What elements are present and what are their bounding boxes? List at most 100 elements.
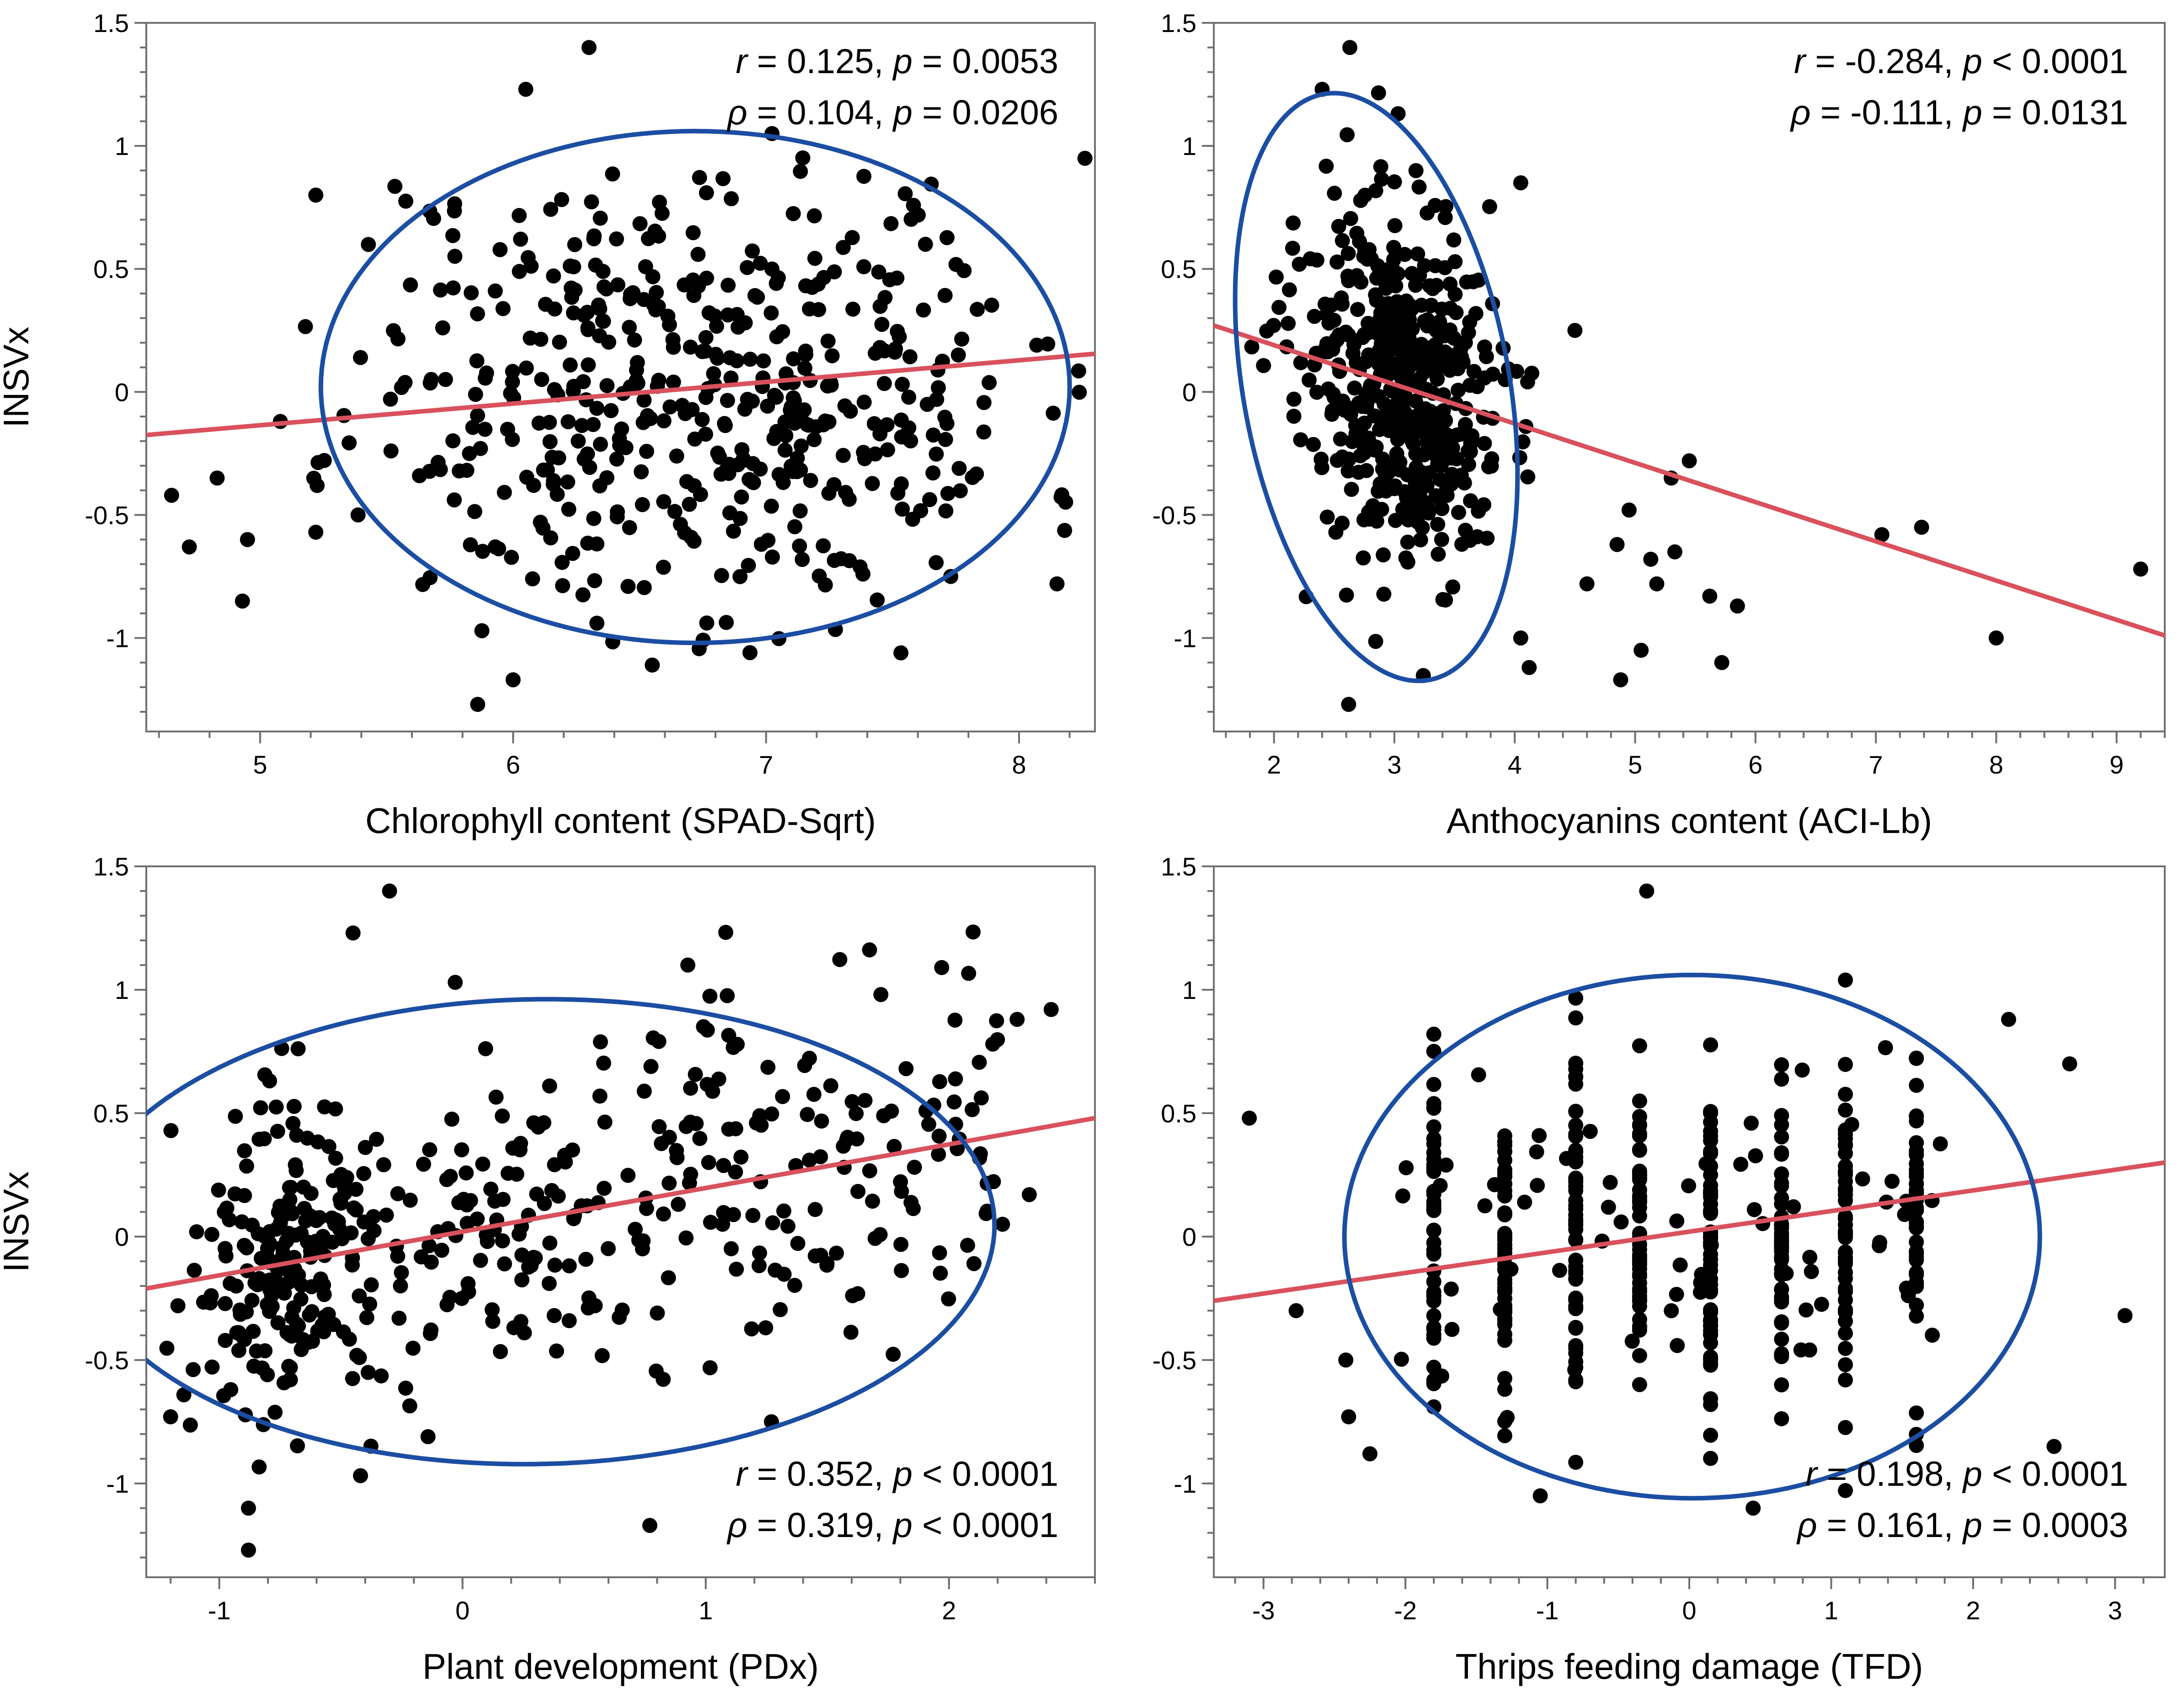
- data-point: [744, 394, 760, 409]
- data-point: [1703, 1263, 1719, 1278]
- data-point: [542, 415, 557, 430]
- data-point: [488, 1089, 504, 1105]
- data-point: [1414, 464, 1429, 480]
- x-tick-label: 5: [1628, 750, 1642, 779]
- data-point: [470, 697, 486, 712]
- data-point: [702, 1360, 718, 1376]
- data-point: [729, 1261, 744, 1277]
- data-point: [1670, 1338, 1685, 1353]
- data-point: [1422, 404, 1438, 419]
- data-point: [513, 231, 528, 247]
- data-point: [361, 237, 376, 252]
- data-point: [592, 301, 608, 316]
- data-point: [505, 432, 520, 447]
- data-point: [366, 1223, 382, 1238]
- data-point: [730, 320, 746, 335]
- data-point: [857, 1093, 873, 1108]
- data-point: [693, 487, 708, 502]
- data-point: [726, 523, 741, 539]
- data-point: [1837, 1087, 1853, 1102]
- data-point: [268, 1099, 284, 1115]
- data-point: [560, 474, 576, 490]
- data-point: [1471, 1067, 1486, 1083]
- data-point: [645, 657, 660, 673]
- data-point: [683, 1115, 698, 1130]
- data-point: [1463, 436, 1479, 451]
- data-point: [1343, 211, 1358, 226]
- data-point: [1369, 513, 1384, 529]
- data-point: [543, 530, 559, 546]
- data-point: [893, 1237, 909, 1252]
- data-point: [1320, 381, 1336, 397]
- data-point: [1746, 1202, 1762, 1217]
- data-point: [267, 1404, 283, 1420]
- data-point: [1909, 1297, 1924, 1313]
- data-point: [304, 1279, 320, 1294]
- data-point: [1568, 1154, 1584, 1170]
- data-point: [1416, 419, 1431, 435]
- data-point: [358, 1140, 373, 1155]
- data-point: [1484, 451, 1500, 467]
- data-point: [856, 259, 871, 274]
- data-point: [1398, 354, 1413, 369]
- data-point: [1568, 1010, 1584, 1026]
- data-point: [1837, 1230, 1853, 1245]
- data-point: [961, 966, 977, 981]
- data-point: [237, 1143, 252, 1158]
- data-point: [1347, 380, 1362, 396]
- data-point: [687, 431, 703, 447]
- data-point: [785, 206, 801, 221]
- data-point: [1046, 406, 1061, 421]
- data-point: [1477, 1198, 1493, 1214]
- data-point: [614, 421, 630, 437]
- data-point: [718, 924, 733, 940]
- data-point: [383, 391, 398, 407]
- data-point: [420, 1429, 436, 1444]
- data-point: [2001, 1012, 2017, 1027]
- data-point: [764, 261, 779, 277]
- data-point: [1568, 1454, 1584, 1470]
- data-point: [1774, 1108, 1789, 1123]
- data-point: [721, 278, 736, 293]
- data-point: [1693, 1275, 1708, 1291]
- x-tick-label: 6: [1748, 750, 1762, 779]
- data-point: [561, 414, 576, 429]
- data-point: [1426, 1131, 1441, 1146]
- data-point: [701, 1155, 716, 1170]
- x-tick-label: 0: [1682, 1596, 1696, 1625]
- data-point: [495, 1192, 511, 1207]
- data-point: [592, 478, 608, 494]
- data-point: [1438, 592, 1453, 608]
- data-point: [1424, 298, 1439, 313]
- data-point: [792, 538, 807, 554]
- data-point: [1837, 1183, 1853, 1199]
- data-point: [1339, 587, 1354, 603]
- data-point: [182, 1417, 198, 1433]
- data-point: [1336, 399, 1351, 414]
- data-point: [1453, 342, 1468, 358]
- data-point: [1426, 1246, 1441, 1262]
- data-point: [816, 270, 832, 285]
- data-point: [1482, 199, 1497, 214]
- data-point: [1293, 355, 1308, 370]
- data-point: [1426, 1119, 1441, 1135]
- data-point: [1837, 1102, 1853, 1118]
- data-point: [1837, 1158, 1853, 1174]
- x-tick-label: 5: [253, 750, 267, 779]
- data-point: [1463, 493, 1479, 508]
- y-tick-label: 0.5: [93, 255, 129, 283]
- data-point: [1568, 1298, 1584, 1314]
- data-point: [222, 1276, 238, 1291]
- data-point: [1568, 1319, 1584, 1335]
- data-point: [1497, 1207, 1512, 1222]
- data-point: [697, 343, 713, 359]
- x-tick-label: 6: [506, 750, 520, 779]
- y-axis-label: INSVx: [0, 1171, 36, 1272]
- data-point: [662, 1175, 677, 1191]
- data-point: [484, 1302, 500, 1318]
- data-point: [855, 566, 871, 582]
- data-point: [1632, 1254, 1647, 1270]
- data-point: [952, 483, 968, 499]
- data-point: [1370, 258, 1386, 273]
- data-point: [1335, 449, 1350, 465]
